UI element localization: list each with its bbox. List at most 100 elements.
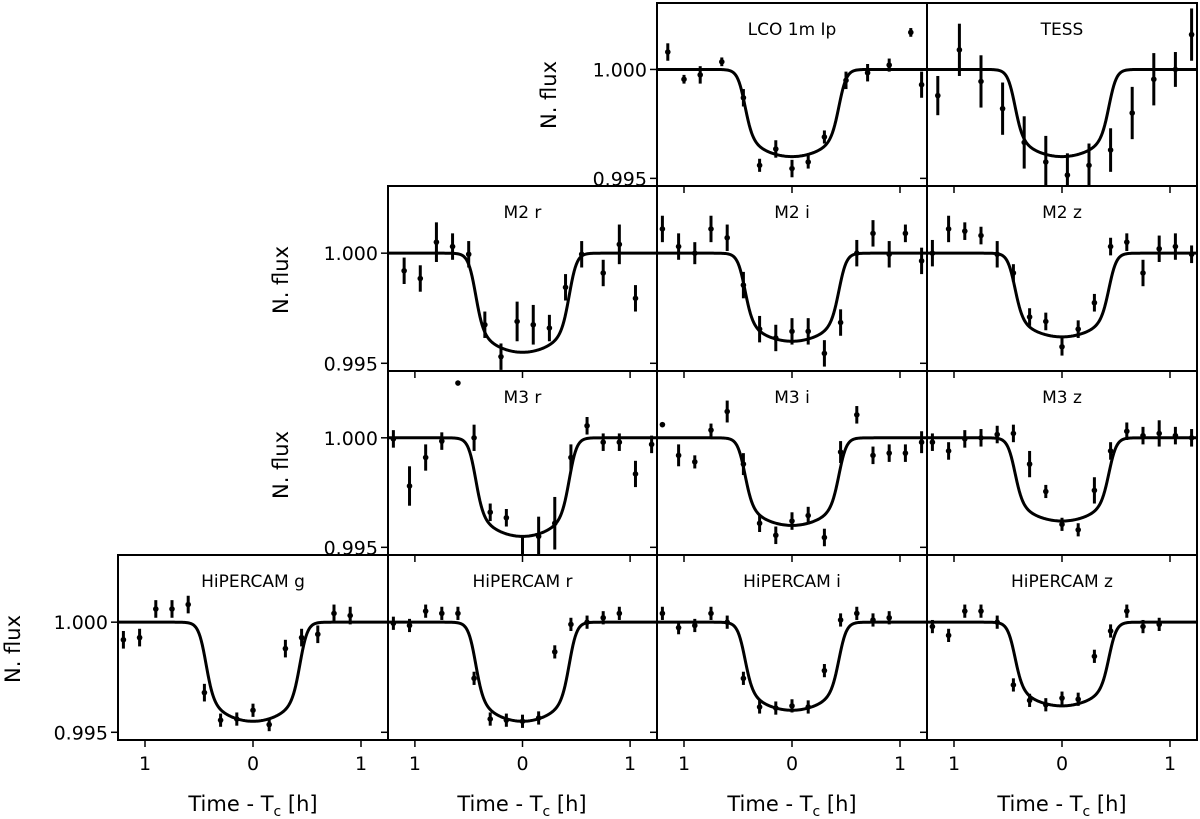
data-point: [1010, 682, 1017, 688]
y-tick-label: 0.995: [54, 722, 108, 744]
data-point: [773, 335, 779, 341]
data-point: [724, 408, 730, 415]
data-point: [169, 606, 175, 612]
data-point: [908, 29, 914, 36]
y-tick-label: 0.995: [324, 353, 378, 375]
data-point: [756, 704, 763, 710]
data-point: [455, 610, 461, 617]
data-point: [616, 439, 623, 445]
data-point: [201, 689, 208, 696]
data-point: [482, 321, 488, 328]
data-point: [692, 459, 698, 465]
plot-area: [388, 604, 657, 728]
data-point: [902, 450, 909, 456]
panel-title: M3 i: [774, 388, 810, 408]
data-point: [1124, 428, 1130, 435]
data-point: [514, 318, 520, 325]
data-point: [962, 608, 968, 614]
data-point: [870, 617, 876, 623]
data-point: [708, 610, 714, 617]
y-axis-label-row1: N. flux: [537, 61, 561, 129]
data-point: [465, 251, 472, 258]
x-axis-label-sub: c: [274, 804, 282, 819]
data-point: [347, 612, 354, 619]
data-point: [740, 94, 747, 101]
plot-area: [927, 604, 1197, 712]
data-point: [886, 251, 892, 258]
data-point: [740, 675, 747, 682]
data-point: [789, 328, 795, 335]
data-point: [918, 258, 925, 264]
data-point: [422, 454, 429, 461]
x-tick-label: 0: [516, 753, 528, 775]
panel-title: HiPERCAM i: [743, 572, 841, 592]
x-tick-label: 0: [1056, 753, 1068, 775]
x-axis-label-unit: [h]: [281, 792, 317, 816]
plot-area: [657, 215, 927, 367]
data-point: [568, 454, 574, 461]
x-tick-label: 1: [678, 753, 690, 775]
data-point: [756, 520, 763, 527]
data-point: [632, 471, 639, 477]
plot-area: [657, 28, 927, 178]
data-point: [1107, 628, 1114, 634]
data-point: [535, 533, 542, 540]
data-point: [854, 250, 860, 256]
data-point: [708, 226, 714, 232]
data-point: [1043, 318, 1049, 325]
data-point: [692, 250, 698, 256]
data-point: [962, 436, 968, 442]
data-point: [250, 707, 256, 714]
data-point: [568, 621, 574, 628]
transit-model-line: [388, 436, 657, 538]
data-point: [675, 452, 682, 459]
data-point: [503, 717, 510, 723]
panel-lco-1m-ip: LCO 1m Ip 0.995 1.000: [593, 2, 928, 193]
x-tick-label: 0: [786, 753, 798, 775]
data-point: [837, 617, 844, 623]
y-axis-label-row2: N. flux: [269, 246, 293, 314]
data-point: [487, 509, 494, 516]
plot-area: [118, 595, 388, 732]
y-tick-label: 1.000: [593, 59, 647, 81]
transit-model-line: [657, 67, 927, 159]
data-point: [1124, 608, 1130, 614]
data-point: [675, 243, 682, 250]
data-point: [692, 622, 698, 629]
panel-m2-z: M2 z: [920, 185, 1198, 378]
data-point: [1172, 243, 1179, 250]
data-point: [708, 427, 714, 433]
data-point: [962, 228, 968, 234]
panel-m3-z: M3 z: [920, 370, 1198, 562]
data-point: [1010, 270, 1017, 276]
data-point: [843, 77, 849, 84]
data-point: [659, 226, 666, 232]
data-point: [805, 328, 811, 335]
transit-model-line: [927, 67, 1197, 159]
data-point: [185, 601, 191, 608]
data-point: [600, 270, 606, 276]
data-point: [1172, 432, 1179, 439]
panel-hipercam-z: HiPERCAM z 1 0 1: [920, 554, 1198, 775]
data-point: [546, 325, 553, 331]
data-point: [918, 439, 925, 445]
x-axis-label-main: Time - T: [996, 792, 1082, 816]
data-point: [530, 321, 537, 328]
plot-area: [927, 215, 1197, 356]
data-point: [1107, 243, 1114, 250]
data-point: [886, 450, 892, 456]
data-point: [1010, 430, 1017, 437]
data-point: [1156, 245, 1162, 252]
data-point: [1140, 432, 1146, 439]
data-point: [422, 608, 429, 614]
panel-title: M2 r: [504, 203, 542, 223]
transit-model-line: [388, 620, 657, 723]
data-point: [1188, 31, 1195, 38]
data-point: [773, 146, 779, 152]
data-point: [266, 721, 273, 728]
data-point: [153, 606, 159, 612]
data-point: [471, 435, 477, 441]
x-tick-label: 1: [624, 753, 636, 775]
plot-area: [657, 606, 927, 715]
data-point: [390, 436, 397, 442]
